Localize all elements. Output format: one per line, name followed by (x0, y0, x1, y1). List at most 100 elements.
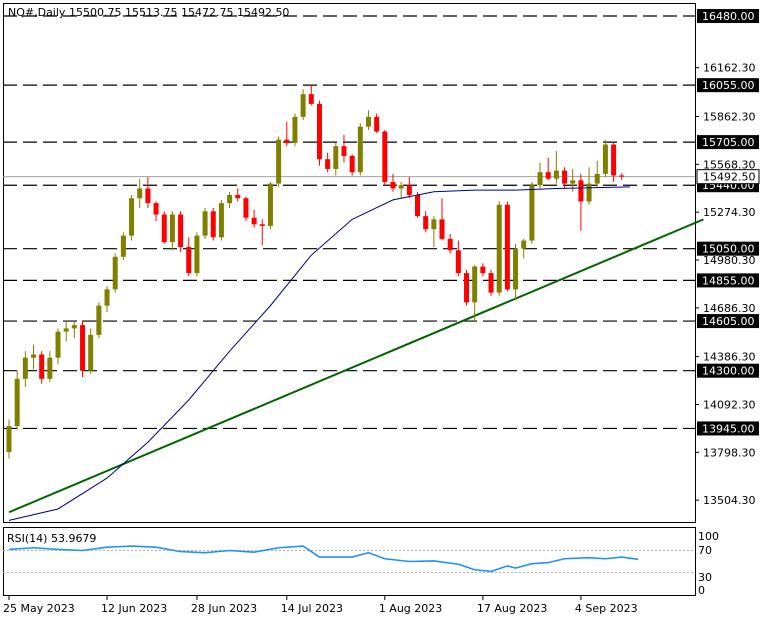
rsi-pane-frame (3, 527, 696, 596)
rsi-tick-label-3: 0 (698, 584, 705, 597)
candle-body-45 (374, 116, 380, 132)
candle-body-24 (202, 211, 208, 236)
date-tick-label-0: 25 May 2023 (3, 602, 75, 615)
level-label-bg-6 (697, 314, 759, 329)
candle-body-12 (104, 289, 110, 306)
price-tick-label-5: 14686.30 (703, 302, 756, 315)
candle-body-10 (88, 334, 94, 371)
current-price-label-bg (696, 169, 760, 185)
candle-body-28 (235, 194, 241, 199)
candle-body-61 (504, 204, 510, 290)
date-tick-label-3: 14 Jul 2023 (281, 602, 343, 615)
candle-body-15 (129, 198, 135, 236)
candle-body-66 (545, 172, 551, 179)
candle-body-3 (31, 354, 37, 358)
candle-body-49 (406, 185, 412, 195)
price-tick-label-8: 13798.30 (703, 446, 756, 459)
candle-body-17 (145, 188, 151, 204)
date-tick-label-6: 4 Sep 2023 (575, 602, 638, 615)
candle-body-46 (382, 131, 388, 182)
chart-title: NQ#,Daily (8, 6, 66, 19)
candle-body-19 (161, 214, 167, 243)
candle-body-50 (415, 194, 420, 217)
date-tick-label-2: 28 Jun 2023 (191, 602, 257, 615)
level-label-6: 14605.00 (702, 315, 755, 328)
candle-body-69 (570, 180, 576, 184)
candle-body-8 (71, 325, 77, 329)
candle-body-53 (439, 219, 445, 239)
candle-body-7 (63, 328, 69, 332)
candle-body-67 (553, 170, 559, 179)
levels-layer (3, 15, 695, 430)
level-label-bg-8 (697, 421, 759, 436)
candle-body-38 (316, 103, 322, 160)
level-label-bg-4 (697, 241, 759, 256)
candle-body-18 (153, 203, 159, 215)
candle-body-63 (521, 240, 527, 249)
candle-body-22 (186, 247, 192, 274)
trendline (8, 218, 704, 514)
candle-body-56 (464, 273, 470, 303)
candle-body-71 (586, 183, 592, 202)
level-label-bg-1 (697, 78, 759, 93)
candle-body-32 (267, 183, 273, 226)
level-label-8: 13945.00 (702, 422, 755, 435)
level-label-5: 14855.00 (702, 274, 755, 287)
rsi-tick-label-0: 100 (698, 530, 719, 543)
candle-body-39 (325, 159, 331, 169)
price-tick-label-6: 14386.30 (703, 351, 756, 364)
date-tick-label-1: 12 Jun 2023 (101, 602, 167, 615)
candle-body-20 (169, 214, 175, 243)
candle-body-1 (14, 378, 20, 427)
candle-body-62 (513, 248, 519, 290)
candle-body-75 (619, 175, 625, 177)
candle-body-73 (602, 144, 608, 174)
candle-body-30 (251, 217, 257, 225)
price-tick-label-4: 14980.30 (703, 254, 756, 267)
date-tick-label-4: 1 Aug 2023 (379, 602, 442, 615)
candle-body-55 (455, 250, 461, 274)
trend-layer (8, 218, 704, 514)
candles-layer (6, 84, 625, 459)
candle-body-11 (96, 305, 102, 335)
candle-body-58 (480, 266, 486, 274)
level-label-0: 16480.00 (702, 10, 755, 23)
candle-body-4 (39, 354, 45, 379)
rsi-label: RSI(14) 53.9679 (7, 532, 96, 545)
candle-body-44 (365, 116, 371, 127)
main-pane-frame (3, 3, 696, 523)
candle-body-25 (210, 211, 216, 238)
date-tick-label-5: 17 Aug 2023 (477, 602, 547, 615)
price-tick-label-1: 15862.30 (703, 111, 756, 124)
candle-body-21 (178, 214, 184, 248)
candle-body-2 (22, 357, 28, 379)
date-axis: 25 May 2023 12 Jun 2023 28 Jun 2023 14 Jul … (3, 595, 638, 615)
level-label-bg-2 (697, 135, 759, 150)
candle-body-74 (611, 144, 617, 176)
candle-body-60 (496, 204, 502, 293)
candle-body-16 (137, 188, 143, 199)
candle-body-35 (292, 116, 298, 143)
price-tick-label-9: 13504.30 (703, 494, 756, 507)
price-tick-label-2: 15568.30 (703, 158, 756, 171)
candle-body-0 (6, 426, 12, 453)
candle-body-27 (227, 194, 233, 204)
level-label-bg-5 (697, 273, 759, 288)
price-tick-label-0: 16162.30 (703, 62, 756, 75)
rsi-tick-label-2: 30 (698, 571, 712, 584)
candle-body-47 (390, 181, 396, 189)
level-label-1: 16055.00 (702, 79, 755, 92)
candle-body-14 (120, 235, 126, 257)
candle-body-5 (47, 357, 53, 379)
moving-average-line (8, 186, 630, 521)
candle-body-13 (112, 256, 118, 290)
candle-body-29 (243, 198, 249, 218)
level-label-7: 14300.00 (702, 365, 755, 378)
candle-body-68 (562, 170, 568, 184)
level-label-bg-0 (697, 9, 759, 24)
candle-body-33 (276, 139, 282, 184)
level-label-2: 15705.00 (702, 136, 755, 149)
candle-body-72 (594, 173, 600, 184)
candle-body-26 (218, 203, 224, 238)
